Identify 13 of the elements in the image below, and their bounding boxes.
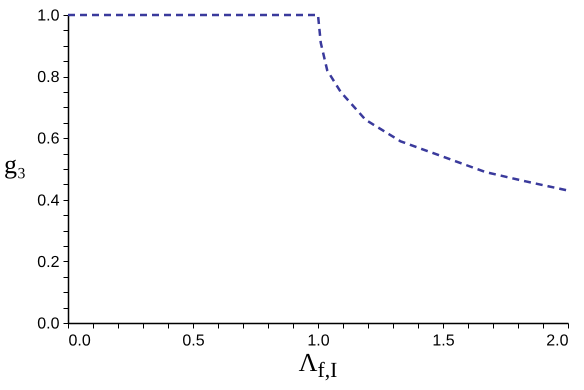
x-tick-label: 1.0 <box>307 332 330 350</box>
y-tick-label: 0.2 <box>37 254 60 271</box>
y-tick-label: 0.6 <box>37 130 60 148</box>
y-tick-label: 0.0 <box>37 316 60 332</box>
y-tick-label: 1.0 <box>37 8 60 24</box>
x-tick-label: 1.5 <box>432 332 455 350</box>
x-tick-label: 0.5 <box>182 332 205 350</box>
x-tick-label: 0.0 <box>68 332 91 350</box>
y-tick-label: 0.4 <box>37 192 60 210</box>
x-axis-title: Λ$_{f,I}$ <box>298 348 338 384</box>
y-tick-label: 0.8 <box>37 69 60 86</box>
x-tick-label: 2.0 <box>546 332 569 350</box>
y-axis-title: g₃ <box>4 150 26 180</box>
